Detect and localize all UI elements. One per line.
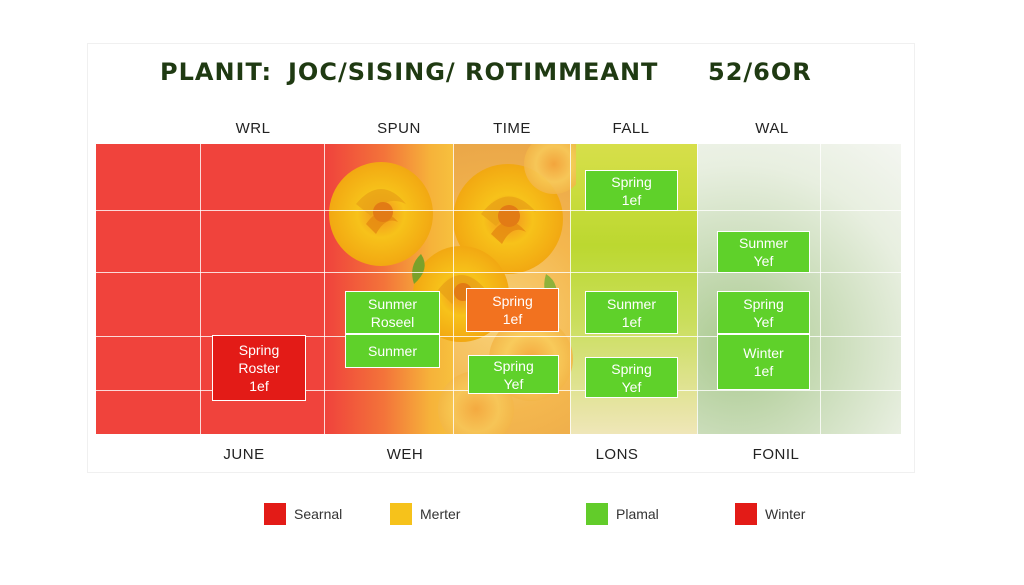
cell-text-line: Sunmer — [367, 343, 418, 359]
grid-line — [820, 144, 821, 434]
cell-text-line: Spring — [493, 357, 534, 374]
cell-text-line: Yef — [621, 378, 642, 395]
grid-line — [570, 144, 571, 434]
cell-text-line: Winter — [743, 345, 784, 361]
schedule-cell: Spring 1ef — [466, 288, 559, 332]
column-footer: FONIL — [752, 446, 800, 463]
cell-text-line: 1ef — [249, 378, 269, 394]
legend-swatch — [264, 503, 286, 525]
cell-text-line: Sunmer — [367, 295, 418, 312]
schedule-cell: Sunmer — [345, 334, 440, 368]
grid-line — [96, 210, 901, 211]
legend-label: Winter — [765, 506, 806, 522]
cell-text-line: Spring — [611, 360, 652, 377]
schedule-cell: Winter 1ef — [717, 334, 810, 390]
legend-label: Plamal — [616, 506, 659, 522]
schedule-cell: Spring 1ef — [585, 170, 678, 211]
rose-flower-1 — [329, 162, 433, 266]
legend-swatch — [735, 503, 757, 525]
grid-line — [324, 144, 325, 434]
cell-text-line: 1ef — [753, 363, 774, 379]
cell-text-line: Yef — [753, 253, 774, 269]
schedule-cell: Sunmer Yef — [717, 231, 810, 273]
cell-text-line: Spring — [238, 342, 280, 358]
cell-text-line: 1ef — [502, 311, 523, 327]
cell-text-line: Yef — [753, 313, 774, 330]
column-header: FALL — [612, 120, 650, 137]
schedule-cell: Sunmer 1ef — [585, 291, 678, 334]
title-left: PLANIT: — [160, 58, 273, 86]
schedule-cell: Spring Yef — [468, 355, 559, 394]
legend-swatch — [390, 503, 412, 525]
legend-label: Merter — [420, 506, 461, 522]
chart-title: PLANIT: JOC/SISING/ ROTIMMEANT 52/6OR — [160, 58, 860, 94]
column-footer: JUNE — [223, 446, 265, 463]
cell-text-line: 1ef — [621, 191, 642, 208]
cell-text-line: Sunmer — [606, 295, 657, 312]
schedule-cell: Spring Yef — [717, 291, 810, 334]
grid-line — [200, 144, 201, 434]
legend-swatch — [586, 503, 608, 525]
cell-text-line: Spring — [492, 293, 533, 309]
cell-text-line: Sunmer — [738, 235, 789, 251]
schedule-cell: Spring Yef — [585, 357, 678, 398]
column-header: WRL — [235, 120, 271, 137]
title-middle: JOC/SISING/ ROTIMMEANT — [288, 58, 659, 86]
grid-line — [453, 144, 454, 434]
schedule-cell: Sunmer Roseel — [345, 291, 440, 334]
grid-line — [96, 336, 901, 337]
grid-line — [96, 272, 901, 273]
column-header: SPUN — [377, 120, 421, 137]
grid-line — [697, 144, 698, 434]
column-header: TIME — [493, 120, 531, 137]
schedule-cell: Spring Roster 1ef — [212, 335, 306, 401]
cell-text-line: Spring — [743, 295, 784, 312]
cell-text-line: Yef — [503, 375, 524, 392]
column-header: WAL — [755, 120, 789, 137]
cell-text-line: Roseel — [370, 313, 415, 330]
column-footer: WEH — [386, 446, 424, 463]
legend-label: Searnal — [294, 506, 343, 522]
cell-text-line: Spring — [611, 173, 652, 190]
cell-text-line: Roster — [238, 360, 280, 376]
column-footer: LONS — [595, 446, 639, 463]
cell-text-line: 1ef — [621, 313, 642, 330]
title-right: 52/6OR — [708, 58, 812, 86]
